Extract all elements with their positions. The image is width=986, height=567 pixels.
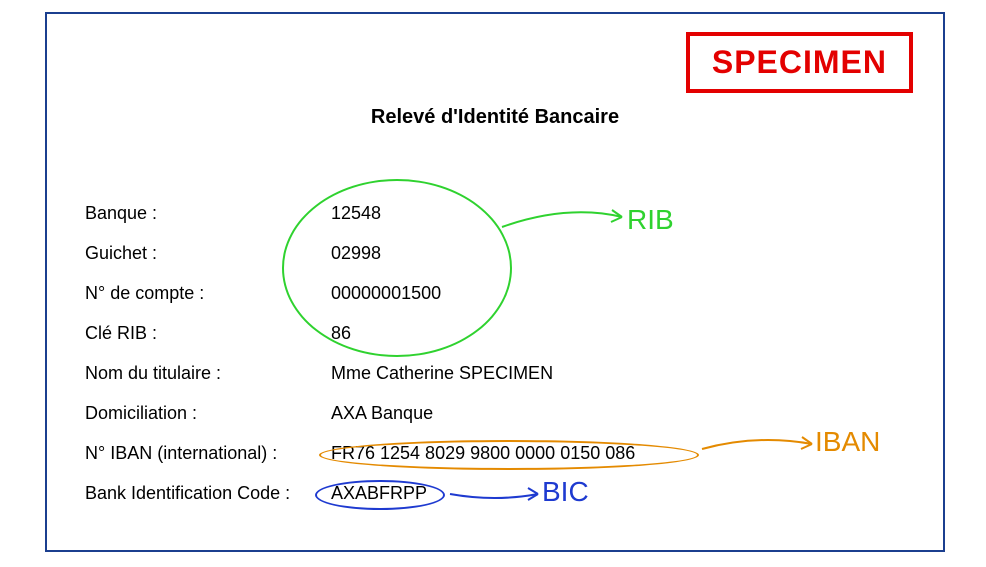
value-titulaire: Mme Catherine SPECIMEN: [331, 364, 553, 382]
row-cle: Clé RIB : 86: [85, 324, 635, 342]
row-banque: Banque : 12548: [85, 204, 635, 222]
value-guichet: 02998: [331, 244, 381, 262]
label-cle: Clé RIB :: [85, 324, 331, 342]
arrow-icon: [697, 434, 817, 454]
iban-annotation-label: IBAN: [815, 426, 880, 458]
row-guichet: Guichet : 02998: [85, 244, 635, 262]
rib-annotation-label: RIB: [627, 204, 674, 236]
label-iban: N° IBAN (international) :: [85, 444, 331, 462]
value-cle: 86: [331, 324, 351, 342]
row-iban: N° IBAN (international) : FR76 1254 8029…: [85, 444, 635, 462]
value-banque: 12548: [331, 204, 381, 222]
document-title: Relevé d'Identité Bancaire: [47, 106, 943, 129]
value-domiciliation: AXA Banque: [331, 404, 433, 422]
label-guichet: Guichet :: [85, 244, 331, 262]
value-iban: FR76 1254 8029 9800 0000 0150 086: [331, 444, 635, 462]
row-compte: N° de compte : 00000001500: [85, 284, 635, 302]
bic-annotation-label: BIC: [542, 476, 589, 508]
label-compte: N° de compte :: [85, 284, 331, 302]
row-titulaire: Nom du titulaire : Mme Catherine SPECIME…: [85, 364, 635, 382]
specimen-badge: SPECIMEN: [686, 32, 913, 93]
label-bic: Bank Identification Code :: [85, 484, 331, 502]
label-titulaire: Nom du titulaire :: [85, 364, 331, 382]
value-bic: AXABFRPP: [331, 484, 427, 502]
value-compte: 00000001500: [331, 284, 441, 302]
label-domiciliation: Domiciliation :: [85, 404, 331, 422]
row-domiciliation: Domiciliation : AXA Banque: [85, 404, 635, 422]
document-frame: SPECIMEN Relevé d'Identité Bancaire Banq…: [45, 12, 945, 552]
label-banque: Banque :: [85, 204, 331, 222]
